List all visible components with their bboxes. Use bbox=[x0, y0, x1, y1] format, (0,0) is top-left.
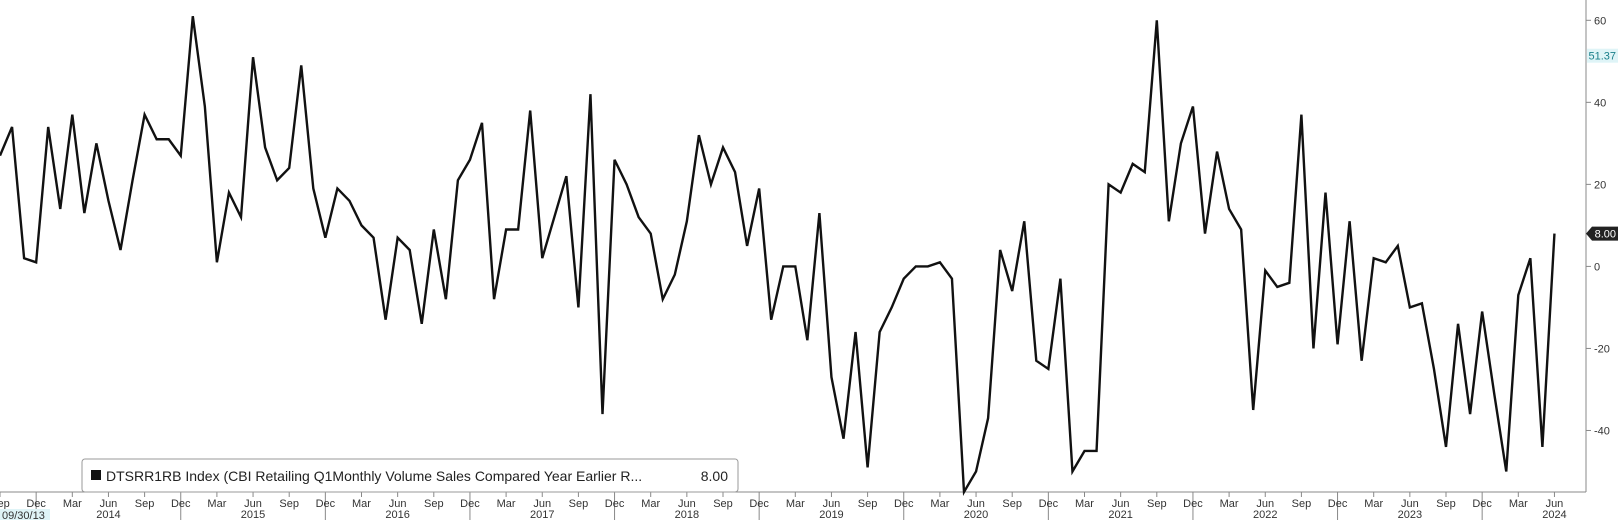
last-value-tag-label: 8.00 bbox=[1595, 229, 1616, 241]
legend-swatch bbox=[91, 470, 101, 480]
x-month-label: Dec bbox=[460, 498, 480, 510]
x-year-label: 2023 bbox=[1398, 509, 1422, 520]
x-month-label: Dec bbox=[171, 498, 191, 510]
last-value-tag-shape bbox=[1586, 226, 1618, 241]
x-month-label: Sep bbox=[1292, 498, 1312, 510]
series-layer bbox=[0, 16, 1556, 497]
legend-box bbox=[81, 458, 739, 493]
x-year-label: 2024 bbox=[1542, 509, 1566, 520]
x-month-label: Mar bbox=[930, 498, 949, 510]
x-month-label: Jun bbox=[244, 498, 262, 510]
x-month-label: Mar bbox=[497, 498, 516, 510]
x-year-label: 2020 bbox=[964, 509, 988, 520]
x-month-label: Mar bbox=[641, 498, 660, 510]
max-value-tag-label: 51.37 bbox=[1588, 51, 1616, 63]
x-year-label: 2014 bbox=[96, 509, 120, 520]
series-line-0 bbox=[0, 16, 1556, 497]
x-month-label: Dec bbox=[749, 498, 769, 510]
x-month-label: Jun bbox=[533, 498, 551, 510]
x-month-label: Jun bbox=[1401, 498, 1419, 510]
x-axis: Sep Dec Mar Jun Sep Dec Mar Jun Sep Dec Mar Jun Sep D… bbox=[0, 491, 1586, 520]
x-month-label: Dec bbox=[1472, 498, 1492, 510]
x-month-label: Jun bbox=[100, 498, 118, 510]
x-month-label: Jun bbox=[389, 498, 407, 510]
x-month-label: Jun bbox=[823, 498, 841, 510]
y-tick-label: 60 bbox=[1594, 15, 1606, 27]
legend-series-name: DTSRR1RB Index (CBI Retailing Q1Monthly … bbox=[106, 468, 642, 484]
legend[interactable]: DTSRR1RB Index (CBI Retailing Q1Monthly … bbox=[81, 458, 739, 493]
y-tick-label: -20 bbox=[1594, 343, 1610, 355]
x-month-label: Sep bbox=[1436, 498, 1456, 510]
x-month-label: Jun bbox=[967, 498, 985, 510]
x-month-label: Dec bbox=[1328, 498, 1348, 510]
x-month-label: Jun bbox=[1112, 498, 1130, 510]
x-month-label: Sep bbox=[1147, 498, 1167, 510]
x-month-label: Jun bbox=[678, 498, 696, 510]
start-date-tag bbox=[0, 509, 50, 520]
x-month-label: Mar bbox=[1364, 498, 1383, 510]
x-year-label: 2018 bbox=[675, 509, 699, 520]
x-month-label: Sep bbox=[0, 498, 10, 510]
start-date-label: 09/30/13 bbox=[2, 510, 45, 520]
y-axis: 60 40 20 0 -20 -40 bbox=[1585, 0, 1610, 492]
x-month-label: Sep bbox=[424, 498, 444, 510]
x-month-label: Sep bbox=[135, 498, 155, 510]
x-year-label: 2021 bbox=[1108, 509, 1132, 520]
x-month-label: Sep bbox=[713, 498, 733, 510]
x-month-label: Mar bbox=[63, 498, 82, 510]
y-tick-label: 0 bbox=[1594, 261, 1600, 273]
x-year-label: 2017 bbox=[530, 509, 554, 520]
max-value-tag: 51.37 bbox=[1587, 48, 1618, 63]
x-month-label: Dec bbox=[1039, 498, 1059, 510]
x-year-label: 2015 bbox=[241, 509, 265, 520]
y-tick-label: 20 bbox=[1594, 179, 1606, 191]
x-year-label: 2022 bbox=[1253, 509, 1277, 520]
x-month-label: Dec bbox=[1183, 498, 1203, 510]
x-month-label: Mar bbox=[207, 498, 226, 510]
legend-series-value: 8.00 bbox=[701, 468, 728, 484]
x-month-label: Sep bbox=[569, 498, 589, 510]
x-month-label: Sep bbox=[1002, 498, 1022, 510]
x-month-label: Mar bbox=[1220, 498, 1239, 510]
x-month-label: Jun bbox=[1546, 498, 1564, 510]
x-month-label: Mar bbox=[786, 498, 805, 510]
x-month-label: Dec bbox=[894, 498, 914, 510]
last-value-tag: 8.00 bbox=[1586, 226, 1618, 241]
y-tick-label: 40 bbox=[1594, 97, 1606, 109]
x-month-label: Sep bbox=[279, 498, 299, 510]
value-tags: 51.37 8.00 bbox=[1586, 48, 1618, 241]
y-tick-label: -40 bbox=[1594, 425, 1610, 437]
x-month-label: Jun bbox=[1256, 498, 1274, 510]
x-month-label: Dec bbox=[605, 498, 625, 510]
x-month-label: Dec bbox=[316, 498, 336, 510]
x-month-label: Mar bbox=[1509, 498, 1528, 510]
x-month-label: Mar bbox=[1075, 498, 1094, 510]
x-year-label: 2016 bbox=[385, 509, 409, 520]
x-month-label: Mar bbox=[352, 498, 371, 510]
x-year-label: 2019 bbox=[819, 509, 843, 520]
x-month-label: Sep bbox=[858, 498, 878, 510]
x-month-label: Dec bbox=[26, 498, 46, 510]
max-value-tag-shape bbox=[1587, 48, 1618, 63]
